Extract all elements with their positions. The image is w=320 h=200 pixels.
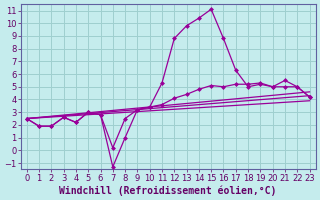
X-axis label: Windchill (Refroidissement éolien,°C): Windchill (Refroidissement éolien,°C) [60, 185, 277, 196]
